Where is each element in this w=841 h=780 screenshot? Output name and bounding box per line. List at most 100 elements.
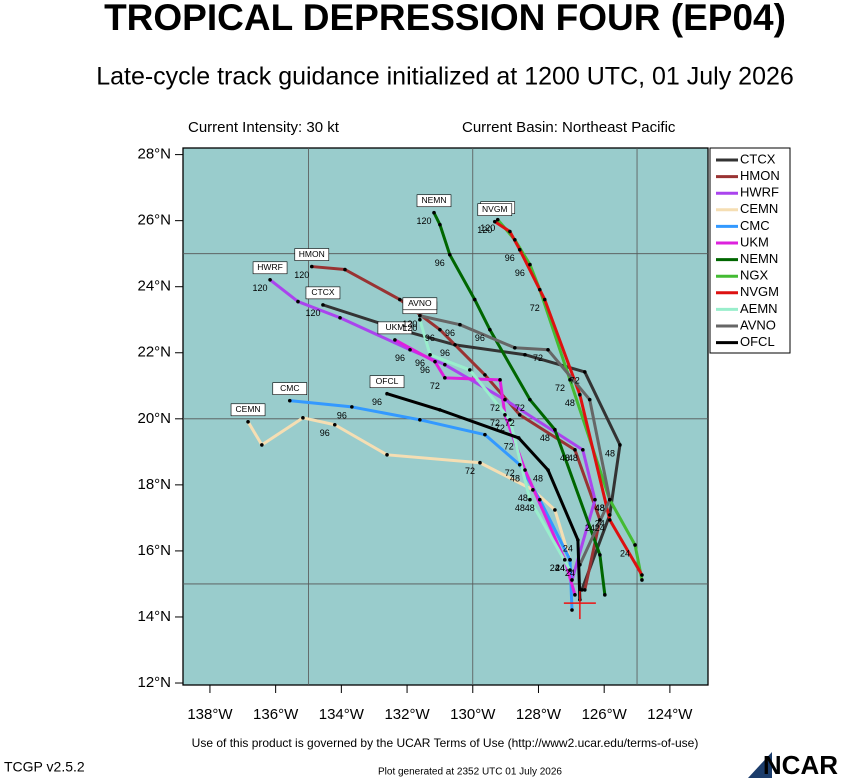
x-tick-label: 138°W [187,706,233,723]
y-tick-label: 16°N [137,542,171,559]
hour-label: 24 [555,563,565,573]
track-point [598,553,602,557]
y-tick-label: 18°N [137,476,171,493]
track-point [517,462,522,467]
track-point [618,443,622,447]
track-point [503,413,507,417]
track-name: HMON [299,249,325,259]
hour-label: 24 [550,563,560,573]
track-name: CEMN [236,404,261,414]
x-tick-label: 130°W [450,706,496,723]
title: TROPICAL DEPRESSION FOUR (EP04) [104,0,786,38]
track-point [570,578,574,582]
track-point [438,408,442,412]
hour-label: 72 [555,383,565,393]
track-name: NVGM [482,204,508,214]
hour-label: 120 [477,225,492,235]
track-point [483,432,487,437]
track-name-box [477,203,513,216]
track-point [633,543,637,547]
legend-label: OFCL [740,334,775,349]
hour-label: 120 [294,270,309,280]
hour-label: 24 [620,548,630,558]
hour-label: 48 [605,448,615,458]
hour-label: 96 [475,333,485,343]
track-name: HWRF [257,262,283,272]
hour-label: 24 [555,563,565,573]
track-point [516,436,521,440]
track-point [309,264,314,269]
hour-label: 120 [402,323,417,333]
track-point [531,488,535,492]
track-point [523,352,527,357]
hour-label: 96 [337,410,347,420]
track-point [393,338,397,342]
track-point [498,378,502,382]
track-point [447,252,452,257]
track-point [332,422,337,427]
hour-label: 120 [416,216,431,226]
track-name-box [369,375,405,389]
track-point [523,468,527,472]
track-point [418,418,422,422]
track-point [570,608,574,612]
track-point [578,562,582,567]
hour-label: 72 [430,381,440,391]
track-name: AVNO [408,298,432,308]
track-point [418,313,422,318]
hour-label: 72 [495,423,505,433]
hour-label: 48 [515,503,525,513]
track-point [458,322,462,327]
footer: Use of this product is governed by the U… [192,736,699,750]
track-point [607,513,612,517]
track-point [568,568,572,572]
x-tick-label: 132°W [384,706,430,723]
hour-label: 48 [510,473,520,483]
generated: Plot generated at 2352 UTC 01 July 2026 [378,767,562,778]
track-point [246,419,250,424]
hour-label: 120 [402,319,417,329]
hour-label: 96 [435,258,445,268]
track-name: UKM [385,322,404,332]
logo-text: NCAR [763,750,838,780]
track-point [576,538,580,542]
x-tick-label: 136°W [253,706,299,723]
y-tick-label: 22°N [137,344,171,361]
y-tick-label: 28°N [137,146,171,163]
track-point [428,352,432,357]
hour-label: 72 [533,353,543,363]
track-point [321,303,325,307]
track-point [385,453,389,457]
track-point [581,448,585,452]
track-point [508,418,512,422]
hour-label: 48 [595,503,605,513]
hour-label: 96 [320,428,330,438]
track-point [483,373,487,377]
track-point [503,397,507,402]
hour-label: 48 [595,503,605,513]
track-point [568,558,572,562]
legend-label: HWRF [740,185,779,200]
hour-label: 120 [253,283,268,293]
track-point [553,427,557,432]
hour-label: 120 [480,223,495,233]
y-tick-label: 20°N [137,410,171,427]
track-point [542,297,547,302]
track-point [408,347,412,352]
track-point [438,222,442,227]
hour-label: 72 [490,403,500,413]
hour-label: 48 [533,473,543,483]
track-point [517,413,522,417]
hour-label: 48 [525,503,535,513]
track-point [443,376,447,380]
track-point [260,443,264,447]
x-tick-label: 124°W [647,706,693,723]
ocean [182,147,709,686]
track-name: CMC [280,383,299,393]
track-point [546,347,550,352]
track-point [562,558,567,562]
hour-label: 24 [563,543,573,553]
legend-label: UKM [740,234,769,249]
track-point [338,315,342,320]
track-name: NEMN [421,195,446,205]
